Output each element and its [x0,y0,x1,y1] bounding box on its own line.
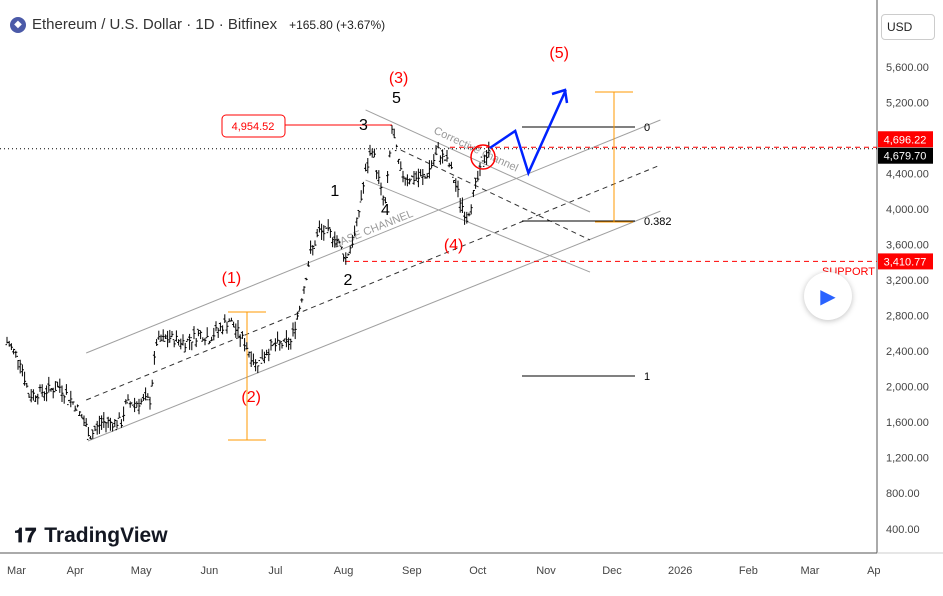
corrective-channel-mid [400,149,591,241]
time-tick: Mar [7,565,26,577]
fib-level-label: 1 [644,371,650,383]
time-tick: May [131,565,152,577]
price-tick: 5,200.00 [886,98,929,110]
logo-text: TradingView [44,524,168,547]
time-tick: Oct [469,565,486,577]
tv-logo-icon: 𝟏𝟕 [14,524,37,547]
price-tick: 1,200.00 [886,453,929,465]
price-tick: 800.00 [886,488,920,500]
corrective-channel-upper [365,109,591,213]
price-tick: 4,400.00 [886,169,929,181]
price-tick: 400.00 [886,524,920,536]
price-label: 4,679.70 [884,151,927,163]
time-tick: Sep [402,565,422,577]
time-tick: Mar [801,565,820,577]
price-label-box [878,131,933,148]
wave-label: 5 [392,90,401,107]
fib-level-label: 0.382 [644,216,672,228]
price-tick: 2,800.00 [886,311,929,323]
price-label-box [878,253,933,270]
ethereum-icon: ◆ [10,16,26,33]
time-tick: 2026 [668,565,692,577]
time-tick: Apr [67,565,84,577]
wave-label: (1) [222,270,242,287]
highlight-circle [470,144,496,170]
wave-label: 3 [359,117,368,134]
price-tick: 1,600.00 [886,417,929,429]
price-tick: 5,600.00 [886,62,929,74]
play-button[interactable]: ▶ [804,272,852,320]
time-tick: Ap [867,565,880,577]
currency-selector[interactable]: USD [881,14,935,40]
time-tick: Nov [536,565,556,577]
symbol-title: Ethereum / U.S. Dollar · 1D · Bitfinex [32,16,278,33]
price-tick: 2,000.00 [886,382,929,394]
wave-label: (3) [389,70,409,87]
high-callout-value: 4,954.52 [232,121,275,133]
high-callout-box [221,114,286,138]
corrective-channel-lower [365,179,591,273]
price-tick: 4,000.00 [886,204,929,216]
wave-label: 4 [381,202,390,219]
price-tick: 2,400.00 [886,346,929,358]
time-tick: Jul [268,565,282,577]
fib-level-label: 0 [644,122,650,134]
wave-label: 1 [330,183,339,200]
price-label: 4,696.22 [884,134,927,146]
price-label: 3,410.77 [884,256,927,268]
time-tick: Feb [739,565,758,577]
wave-label: (4) [444,237,464,254]
price-tick: 3,600.00 [886,240,929,252]
symbol-header[interactable]: ◆ Ethereum / U.S. Dollar · 1D · Bitfinex… [10,16,385,33]
tradingview-logo: 𝟏𝟕 TradingView [14,524,168,548]
base-channel-lower [87,210,661,442]
price-tick: 3,200.00 [886,275,929,287]
base-channel-upper [86,119,661,354]
time-tick: Dec [602,565,622,577]
price-label-box [878,147,933,164]
time-tick: Aug [334,565,354,577]
wave-label: (2) [241,389,261,406]
time-tick: Jun [201,565,219,577]
price-change: +165.80 (+3.67%) [289,17,386,32]
play-icon: ▶ [820,285,836,308]
wave-label: 2 [344,272,353,289]
projection-arrowhead [551,88,569,104]
base-channel-mid [86,164,661,401]
base-channel-label: BASE CHANNEL [332,208,415,251]
projection-path [489,89,567,177]
wave-label: (5) [549,45,569,62]
